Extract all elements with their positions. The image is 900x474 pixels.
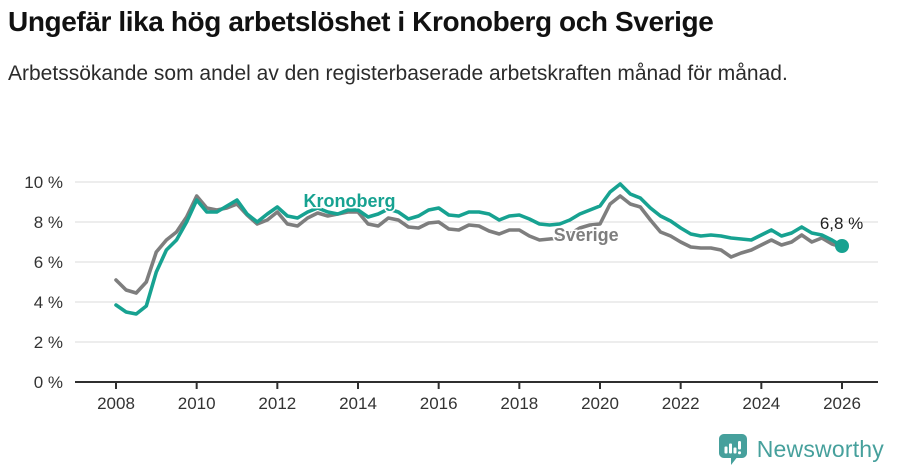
x-tick-label: 2026 — [823, 394, 861, 413]
x-tick-label: 2012 — [258, 394, 296, 413]
brand-footer: Newsworthy — [718, 433, 884, 466]
y-tick-label: 2 % — [34, 333, 63, 352]
y-tick-label: 10 % — [24, 173, 63, 192]
y-tick-label: 4 % — [34, 293, 63, 312]
newsworthy-logo-icon — [718, 434, 747, 465]
series-line-sverige — [114, 194, 844, 295]
chart-title: Ungefär lika hög arbetslöshet i Kronober… — [8, 6, 714, 37]
x-tick-label: 2010 — [178, 394, 216, 413]
end-value-label: 6,8 % — [820, 214, 863, 233]
chart-svg: 0 % 2 % 4 % 6 % 8 % 10 % 2008 2010 2012 2014 2016 2… — [24, 173, 878, 413]
x-tick-label: 2016 — [420, 394, 458, 413]
chart-header: Ungefär lika hög arbetslöshet i Kronober… — [8, 6, 892, 87]
line-chart: 0 % 2 % 4 % 6 % 8 % 10 % 2008 2010 2012 2014 2016 2… — [0, 160, 900, 425]
x-tick-label: 2008 — [97, 394, 135, 413]
chart-subtitle: Arbetssökande som andel av den registerb… — [8, 62, 788, 86]
series-label-sverige: Sverige — [554, 225, 619, 245]
newsworthy-brand-text: Newsworthy — [756, 436, 884, 462]
x-tick-label: 2014 — [339, 394, 377, 413]
x-tick-label: 2020 — [581, 394, 619, 413]
y-tick-label: 6 % — [34, 253, 63, 272]
series-line-kronoberg — [114, 182, 844, 316]
x-tick-label: 2018 — [500, 394, 538, 413]
y-tick-label: 8 % — [34, 213, 63, 232]
series-label-kronoberg: Kronoberg — [304, 191, 396, 211]
x-tick-label: 2022 — [662, 394, 700, 413]
y-tick-label: 0 % — [34, 373, 63, 392]
end-point-dot — [835, 239, 849, 253]
x-tick-label: 2024 — [742, 394, 780, 413]
